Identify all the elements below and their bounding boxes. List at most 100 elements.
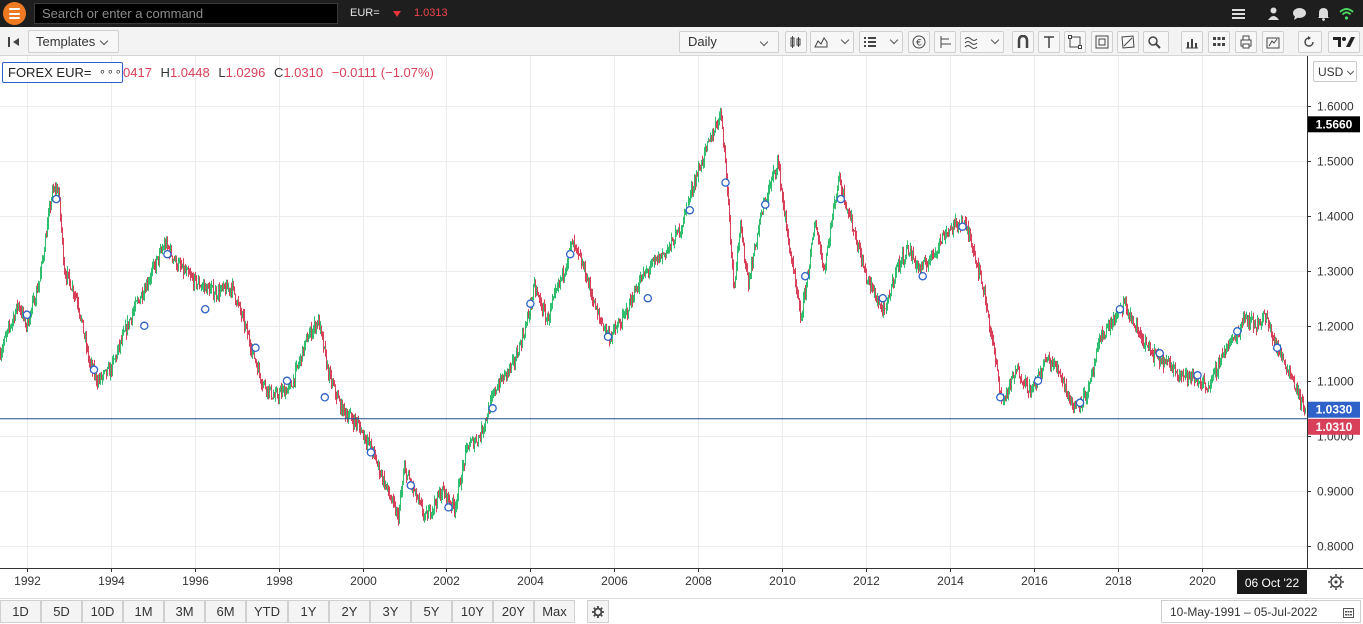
x-tick-label: 2020 xyxy=(1189,574,1216,588)
range-button-10d[interactable]: 10D xyxy=(82,600,123,623)
price-axis[interactable]: 0.80000.90001.00001.10001.20001.30001.40… xyxy=(1307,100,1354,554)
chevron-down-icon xyxy=(889,35,899,45)
range-button-max[interactable]: Max xyxy=(534,600,575,623)
price-chart[interactable]: 0.80000.90001.00001.10001.20001.30001.40… xyxy=(0,56,1363,598)
annotation-icon xyxy=(1121,35,1135,49)
range-button-20y[interactable]: 20Y xyxy=(493,600,534,623)
event-marker[interactable] xyxy=(140,321,149,331)
chat-icon[interactable] xyxy=(1292,6,1307,21)
event-marker[interactable] xyxy=(1115,304,1125,314)
event-marker[interactable] xyxy=(643,293,653,303)
print-icon xyxy=(1240,35,1252,49)
event-marker[interactable] xyxy=(488,404,497,413)
price-scale-labels: 1.5660 1.0330 1.0310 xyxy=(1308,116,1360,435)
range-button-5y[interactable]: 5Y xyxy=(411,600,452,623)
user-icon[interactable] xyxy=(1266,6,1281,21)
print-button[interactable] xyxy=(1235,31,1257,53)
layout-button[interactable] xyxy=(1091,31,1113,53)
annotation-button[interactable] xyxy=(1117,31,1139,53)
text-tool-button[interactable] xyxy=(1038,31,1060,53)
range-button-3m[interactable]: 3M xyxy=(164,600,205,623)
event-marker[interactable] xyxy=(603,332,613,342)
instrument-selector[interactable]: FOREX EUR= ∘∘∘ xyxy=(2,62,123,83)
add-chart-button[interactable] xyxy=(1181,31,1203,53)
chevron-down-icon xyxy=(759,37,769,47)
event-marker[interactable] xyxy=(444,503,453,512)
event-marker[interactable] xyxy=(163,249,172,259)
event-marker[interactable] xyxy=(918,271,927,281)
event-marker[interactable] xyxy=(51,194,61,204)
event-marker[interactable] xyxy=(878,293,888,303)
range-settings-button[interactable] xyxy=(587,600,609,623)
ric-price: 1.0313 xyxy=(414,7,448,19)
range-button-5d[interactable]: 5D xyxy=(41,600,82,623)
shape-tool-button[interactable] xyxy=(1064,31,1086,53)
event-marker[interactable] xyxy=(366,448,376,457)
range-button-10y[interactable]: 10Y xyxy=(452,600,493,623)
event-marker[interactable] xyxy=(1233,327,1242,336)
refresh-button[interactable] xyxy=(1298,31,1322,53)
event-marker[interactable] xyxy=(1075,398,1085,408)
event-marker[interactable] xyxy=(721,178,730,187)
range-button-1y[interactable]: 1Y xyxy=(288,600,329,623)
search-input[interactable] xyxy=(34,3,338,24)
range-button-2y[interactable]: 2Y xyxy=(329,600,370,623)
zoom-button[interactable] xyxy=(1143,31,1169,53)
magnet-button[interactable] xyxy=(1012,31,1034,53)
event-marker[interactable] xyxy=(89,365,99,375)
collapse-panel-icon[interactable] xyxy=(7,36,21,48)
y-tick-label: 1.3000 xyxy=(1317,265,1354,279)
range-button-ytd[interactable]: YTD xyxy=(246,600,288,623)
app-menu-icon[interactable] xyxy=(3,2,26,25)
ric-label[interactable]: EUR= xyxy=(350,7,380,19)
y-tick-label: 1.4000 xyxy=(1317,210,1354,224)
svg-text:€: € xyxy=(916,39,922,49)
range-button-1d[interactable]: 1D xyxy=(0,600,41,623)
interval-label: Daily xyxy=(688,34,717,49)
event-marker[interactable] xyxy=(406,481,416,490)
event-marker[interactable] xyxy=(958,222,967,231)
export-button[interactable] xyxy=(1262,31,1284,53)
currency-dropdown[interactable]: USD xyxy=(1313,61,1357,82)
date-range-picker[interactable]: 10-May-1991 – 05-Jul-2022 xyxy=(1161,600,1361,623)
event-marker[interactable] xyxy=(1272,343,1282,353)
chevron-down-icon xyxy=(840,35,850,45)
event-marker[interactable] xyxy=(526,299,535,308)
event-marker[interactable] xyxy=(282,376,292,386)
currency-label: USD xyxy=(1318,65,1344,79)
grid-button[interactable] xyxy=(1208,31,1230,53)
event-marker[interactable] xyxy=(800,271,810,281)
event-marker[interactable] xyxy=(761,200,770,209)
event-marker[interactable] xyxy=(836,194,846,204)
chart-style-button[interactable] xyxy=(810,31,854,53)
range-button-3y[interactable]: 3Y xyxy=(370,600,411,623)
studies-button[interactable] xyxy=(960,31,1004,53)
event-marker[interactable] xyxy=(1155,349,1164,358)
range-button-1m[interactable]: 1M xyxy=(123,600,164,623)
tradingview-button[interactable] xyxy=(1328,31,1360,53)
event-marker[interactable] xyxy=(565,249,575,259)
event-marker[interactable] xyxy=(685,205,695,215)
event-marker[interactable] xyxy=(22,310,32,320)
templates-dropdown[interactable]: Templates xyxy=(28,30,119,53)
more-options-icon[interactable]: ∘∘∘ xyxy=(99,66,123,78)
time-axis[interactable]: 1992 1994 1996 1998 2000 2002 2004 2006 2008 2010… xyxy=(14,568,1216,588)
indicators-button[interactable] xyxy=(859,31,903,53)
event-marker[interactable] xyxy=(200,304,210,314)
event-marker[interactable] xyxy=(320,393,330,402)
event-marker[interactable] xyxy=(996,393,1005,402)
event-marker[interactable] xyxy=(251,343,260,353)
chart-settings-icon[interactable] xyxy=(1328,574,1344,590)
chevron-down-icon xyxy=(99,36,109,46)
menu-icon[interactable] xyxy=(1231,6,1246,21)
currency-button[interactable]: € xyxy=(908,31,930,53)
wave-icon xyxy=(964,37,978,49)
bell-icon[interactable] xyxy=(1316,6,1331,21)
candlestick-type-button[interactable] xyxy=(785,31,807,53)
event-marker[interactable] xyxy=(1193,371,1202,380)
events-button[interactable] xyxy=(934,31,956,53)
interval-dropdown[interactable]: Daily xyxy=(679,31,779,53)
range-button-6m[interactable]: 6M xyxy=(205,600,246,623)
event-marker[interactable] xyxy=(1033,376,1043,386)
scale-label-box xyxy=(1308,116,1360,133)
